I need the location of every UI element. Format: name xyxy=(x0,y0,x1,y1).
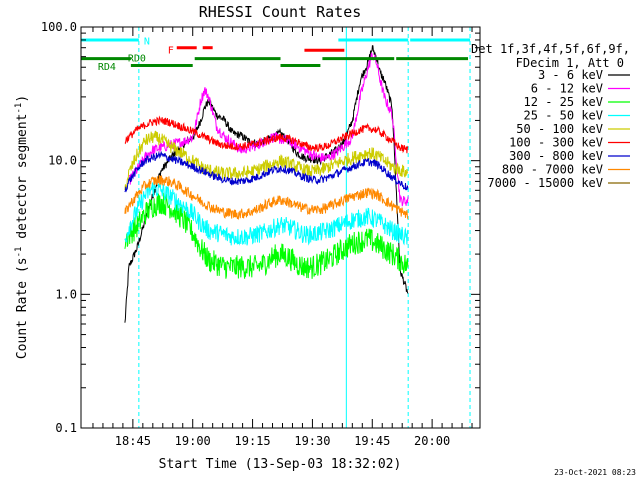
y-tick-label: 100.0 xyxy=(41,20,77,34)
legend-entry-label: 7000 - 15000 keV xyxy=(487,176,603,190)
legend-entry-label: 300 - 800 keV xyxy=(509,149,603,163)
y-axis: 0.1 1.0 10.0 100.0 xyxy=(41,20,480,435)
state-bar-label: RD0 xyxy=(128,54,146,65)
plot-frame xyxy=(80,26,481,429)
legend-entry-label: 6 - 12 keV xyxy=(531,82,603,96)
x-tick-label: 20:00 xyxy=(414,434,450,448)
series-layer xyxy=(124,45,409,323)
x-axis: 18:45 19:00 19:15 19:30 19:45 20:00 xyxy=(92,27,473,448)
legend-entry-label: 12 - 25 keV xyxy=(524,95,603,109)
y-axis-label: Count Rate (s-1 detector segment-1) xyxy=(14,95,30,359)
x-axis-label: Start Time (13-Sep-03 18:32:02) xyxy=(159,457,402,472)
y-axis-label-mid: detector segment xyxy=(15,114,30,247)
series-line-6 xyxy=(124,150,409,193)
x-tick-label: 18:45 xyxy=(115,434,151,448)
state-bar-label: N xyxy=(144,37,150,48)
series-line-7 xyxy=(124,175,409,221)
legend-entry-label: 100 - 300 keV xyxy=(509,136,603,150)
footer-date: 23-Oct-2021 08:23 xyxy=(554,468,636,477)
legend-entry-label: 3 - 6 keV xyxy=(538,68,603,82)
y-tick-label: 1.0 xyxy=(55,287,77,301)
legend-entry-label: 800 - 7000 keV xyxy=(502,163,603,177)
legend-header-detectors: Det 1f,3f,4f,5f,6f,9f, xyxy=(471,42,630,56)
x-tick-label: 19:15 xyxy=(235,434,271,448)
series-line-1 xyxy=(128,52,409,207)
legend: Det 1f,3f,4f,5f,6f,9f, FDecim 1, Att 0 3… xyxy=(471,42,630,190)
x-tick-label: 19:00 xyxy=(175,434,211,448)
chart-title: RHESSI Count Rates xyxy=(199,3,362,21)
x-tick-label: 19:30 xyxy=(294,434,330,448)
series-line-4 xyxy=(124,130,408,191)
series-line-5 xyxy=(124,115,409,154)
legend-entry-label: 50 - 100 keV xyxy=(516,122,603,136)
series-line-2 xyxy=(124,192,409,279)
x-tick-label: 19:45 xyxy=(354,434,390,448)
series-line-3 xyxy=(124,181,409,246)
y-axis-label-sup1: -1 xyxy=(14,247,24,258)
y-axis-label-end: ) xyxy=(15,95,30,103)
state-bar-label: RD4 xyxy=(98,62,116,73)
legend-header-decim: FDecim 1, Att 0 xyxy=(516,56,624,70)
y-axis-label-sup2: -1 xyxy=(14,103,24,114)
attenuator-bars: N F RD0 RD4 xyxy=(81,37,471,73)
y-tick-label: 10.0 xyxy=(48,154,77,168)
y-tick-label: 0.1 xyxy=(55,421,77,435)
state-bar-label: F xyxy=(168,45,174,56)
y-axis-label-main: Count Rate (s xyxy=(15,257,30,359)
legend-entry-label: 25 - 50 keV xyxy=(524,109,603,123)
